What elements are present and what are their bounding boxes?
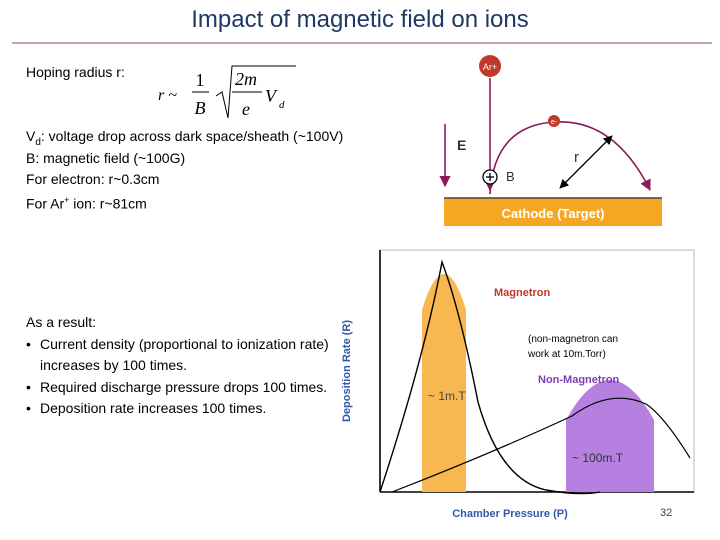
cathode-bar — [444, 198, 662, 226]
formula-v: V — [265, 86, 278, 106]
result-item: Deposition rate increases 100 times. — [26, 398, 346, 420]
magnetron-diagram: Cathode (Target) Ar+ E e- B r — [439, 55, 662, 226]
result-block: As a result: Current density (proportion… — [26, 312, 346, 420]
electron-radius: For electron: r~0.3cm — [26, 171, 160, 187]
ion-radius: For Ar+ ion: r~81cm — [26, 195, 147, 212]
annotation-line-1: (non-magnetron can — [528, 334, 618, 345]
ion-circle — [479, 55, 501, 77]
formula-v-sub: d — [279, 99, 285, 111]
b-field-label: B — [506, 169, 515, 184]
electron-circle — [548, 115, 560, 127]
title-divider — [12, 42, 712, 44]
b-definition: B: magnetic field (~100G) — [26, 150, 186, 166]
ion-label: Ar+ — [483, 62, 497, 72]
formula-frac1-den: B — [195, 98, 206, 118]
radius-arrow — [559, 135, 613, 189]
vd-definition: Vd: voltage drop across dark space/sheat… — [26, 128, 344, 148]
page-number: 32 — [660, 507, 673, 519]
magnetron-peak-label: ~ 1m.T — [428, 389, 466, 403]
cathode-label: Cathode (Target) — [501, 206, 604, 221]
y-axis-label: Deposition Rate (R) — [341, 320, 353, 422]
result-heading: As a result: — [26, 314, 97, 330]
formula-frac2-num: 2m — [235, 69, 257, 89]
magnetron-curve — [379, 259, 601, 495]
radius-formula: r ~ 1 B 2m e V d — [158, 65, 296, 119]
non-magnetron-label: Non-Magnetron — [538, 374, 620, 386]
slide-title: Impact of magnetic field on ions — [191, 6, 529, 33]
annotation-line-2: work at 10m.Torr) — [527, 349, 606, 360]
radius-label-diagram: r — [574, 149, 579, 166]
deposition-chart: Magnetron Non-Magnetron ~ 1m.T ~ 100m.T … — [341, 249, 695, 520]
non-magnetron-area — [566, 380, 654, 492]
non-magnetron-peak-label: ~ 100m.T — [572, 451, 624, 465]
x-axis-label: Chamber Pressure (P) — [452, 508, 568, 520]
formula-lhs: r ~ — [158, 87, 177, 104]
formula-frac2-den: e — [242, 99, 250, 119]
result-list: Current density (proportional to ionizat… — [26, 334, 346, 420]
result-item: Current density (proportional to ionizat… — [26, 334, 346, 377]
electron-label: e- — [551, 119, 558, 126]
formula-frac1-num: 1 — [196, 70, 205, 90]
non-magnetron-curve — [391, 397, 691, 493]
e-field-label: E — [457, 137, 466, 153]
radius-label: Hoping radius r: — [26, 64, 125, 80]
magnetron-label: Magnetron — [494, 287, 551, 299]
result-item: Required discharge pressure drops 100 ti… — [26, 377, 346, 399]
magnetron-area — [422, 274, 466, 492]
